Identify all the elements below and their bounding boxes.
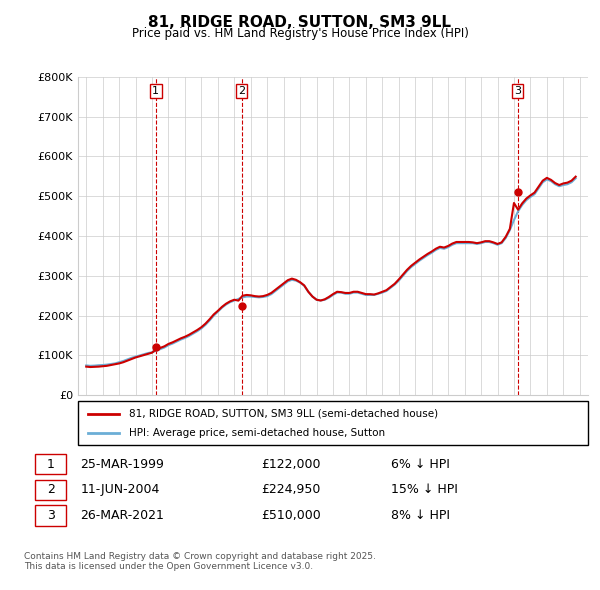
Text: 2: 2 (47, 483, 55, 496)
Text: 11-JUN-2004: 11-JUN-2004 (80, 483, 160, 496)
Text: HPI: Average price, semi-detached house, Sutton: HPI: Average price, semi-detached house,… (129, 428, 385, 438)
Text: £224,950: £224,950 (261, 483, 320, 496)
FancyBboxPatch shape (78, 401, 588, 445)
Text: Price paid vs. HM Land Registry's House Price Index (HPI): Price paid vs. HM Land Registry's House … (131, 27, 469, 40)
Text: 81, RIDGE ROAD, SUTTON, SM3 9LL: 81, RIDGE ROAD, SUTTON, SM3 9LL (149, 15, 452, 30)
Text: 3: 3 (47, 509, 55, 522)
Text: 8% ↓ HPI: 8% ↓ HPI (391, 509, 449, 522)
Text: Contains HM Land Registry data © Crown copyright and database right 2025.
This d: Contains HM Land Registry data © Crown c… (24, 552, 376, 571)
Text: 6% ↓ HPI: 6% ↓ HPI (391, 458, 449, 471)
Text: 2: 2 (238, 86, 245, 96)
FancyBboxPatch shape (35, 505, 66, 526)
Text: £510,000: £510,000 (261, 509, 320, 522)
Text: 1: 1 (47, 458, 55, 471)
FancyBboxPatch shape (35, 480, 66, 500)
Text: 26-MAR-2021: 26-MAR-2021 (80, 509, 164, 522)
FancyBboxPatch shape (35, 454, 66, 474)
Text: 15% ↓ HPI: 15% ↓ HPI (391, 483, 457, 496)
Text: 3: 3 (514, 86, 521, 96)
Text: 25-MAR-1999: 25-MAR-1999 (80, 458, 164, 471)
Text: 81, RIDGE ROAD, SUTTON, SM3 9LL (semi-detached house): 81, RIDGE ROAD, SUTTON, SM3 9LL (semi-de… (129, 409, 438, 418)
Text: £122,000: £122,000 (261, 458, 320, 471)
Text: 1: 1 (152, 86, 160, 96)
